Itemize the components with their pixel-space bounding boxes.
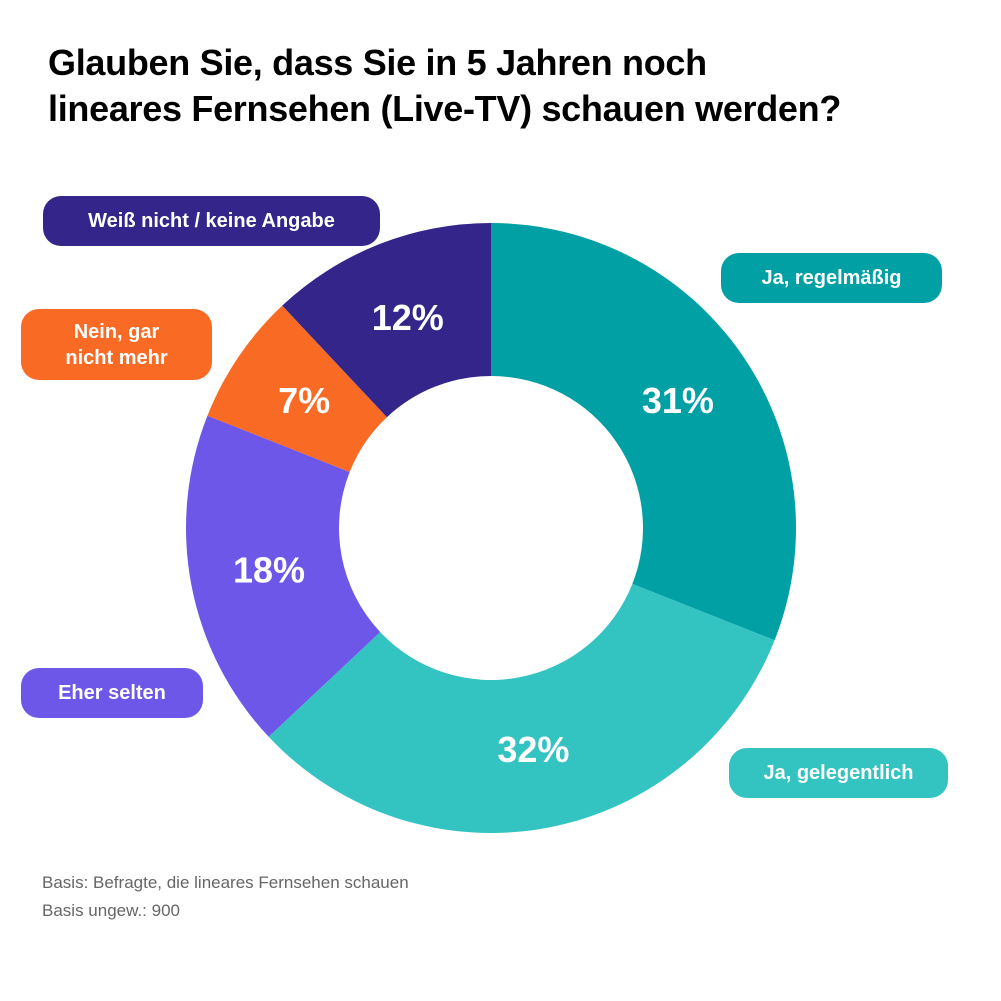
title-line-2: lineares Fernsehen (Live-TV) schauen wer…: [48, 88, 842, 129]
legend-weiss-nicht: Weiß nicht / keine Angabe: [43, 196, 380, 246]
slice-percent-label: 7%: [278, 380, 330, 421]
chart-title: Glauben Sie, dass Sie in 5 Jahren noch l…: [48, 40, 841, 132]
footnote-basis-ungew: Basis ungew.: 900: [42, 901, 180, 920]
donut-slice: [186, 415, 381, 737]
slice-percent-label: 32%: [497, 729, 569, 770]
donut-slice: [268, 583, 775, 833]
legend-nein: Nein, gar nicht mehr: [21, 309, 212, 380]
slice-percent-label: 12%: [372, 297, 444, 338]
donut-slice: [282, 223, 491, 418]
legend-ja-gelegentlich: Ja, gelegentlich: [729, 748, 948, 798]
legend-eher-selten: Eher selten: [21, 668, 203, 718]
donut-slice: [207, 305, 387, 473]
slice-percent-label: 31%: [642, 380, 714, 421]
title-line-1: Glauben Sie, dass Sie in 5 Jahren noch: [48, 42, 707, 83]
donut-slice: [491, 223, 797, 641]
footnote-basis: Basis: Befragte, die lineares Fernsehen …: [42, 873, 409, 892]
slice-percent-label: 18%: [233, 549, 305, 590]
legend-ja-regelmaessig: Ja, regelmäßig: [721, 253, 942, 303]
